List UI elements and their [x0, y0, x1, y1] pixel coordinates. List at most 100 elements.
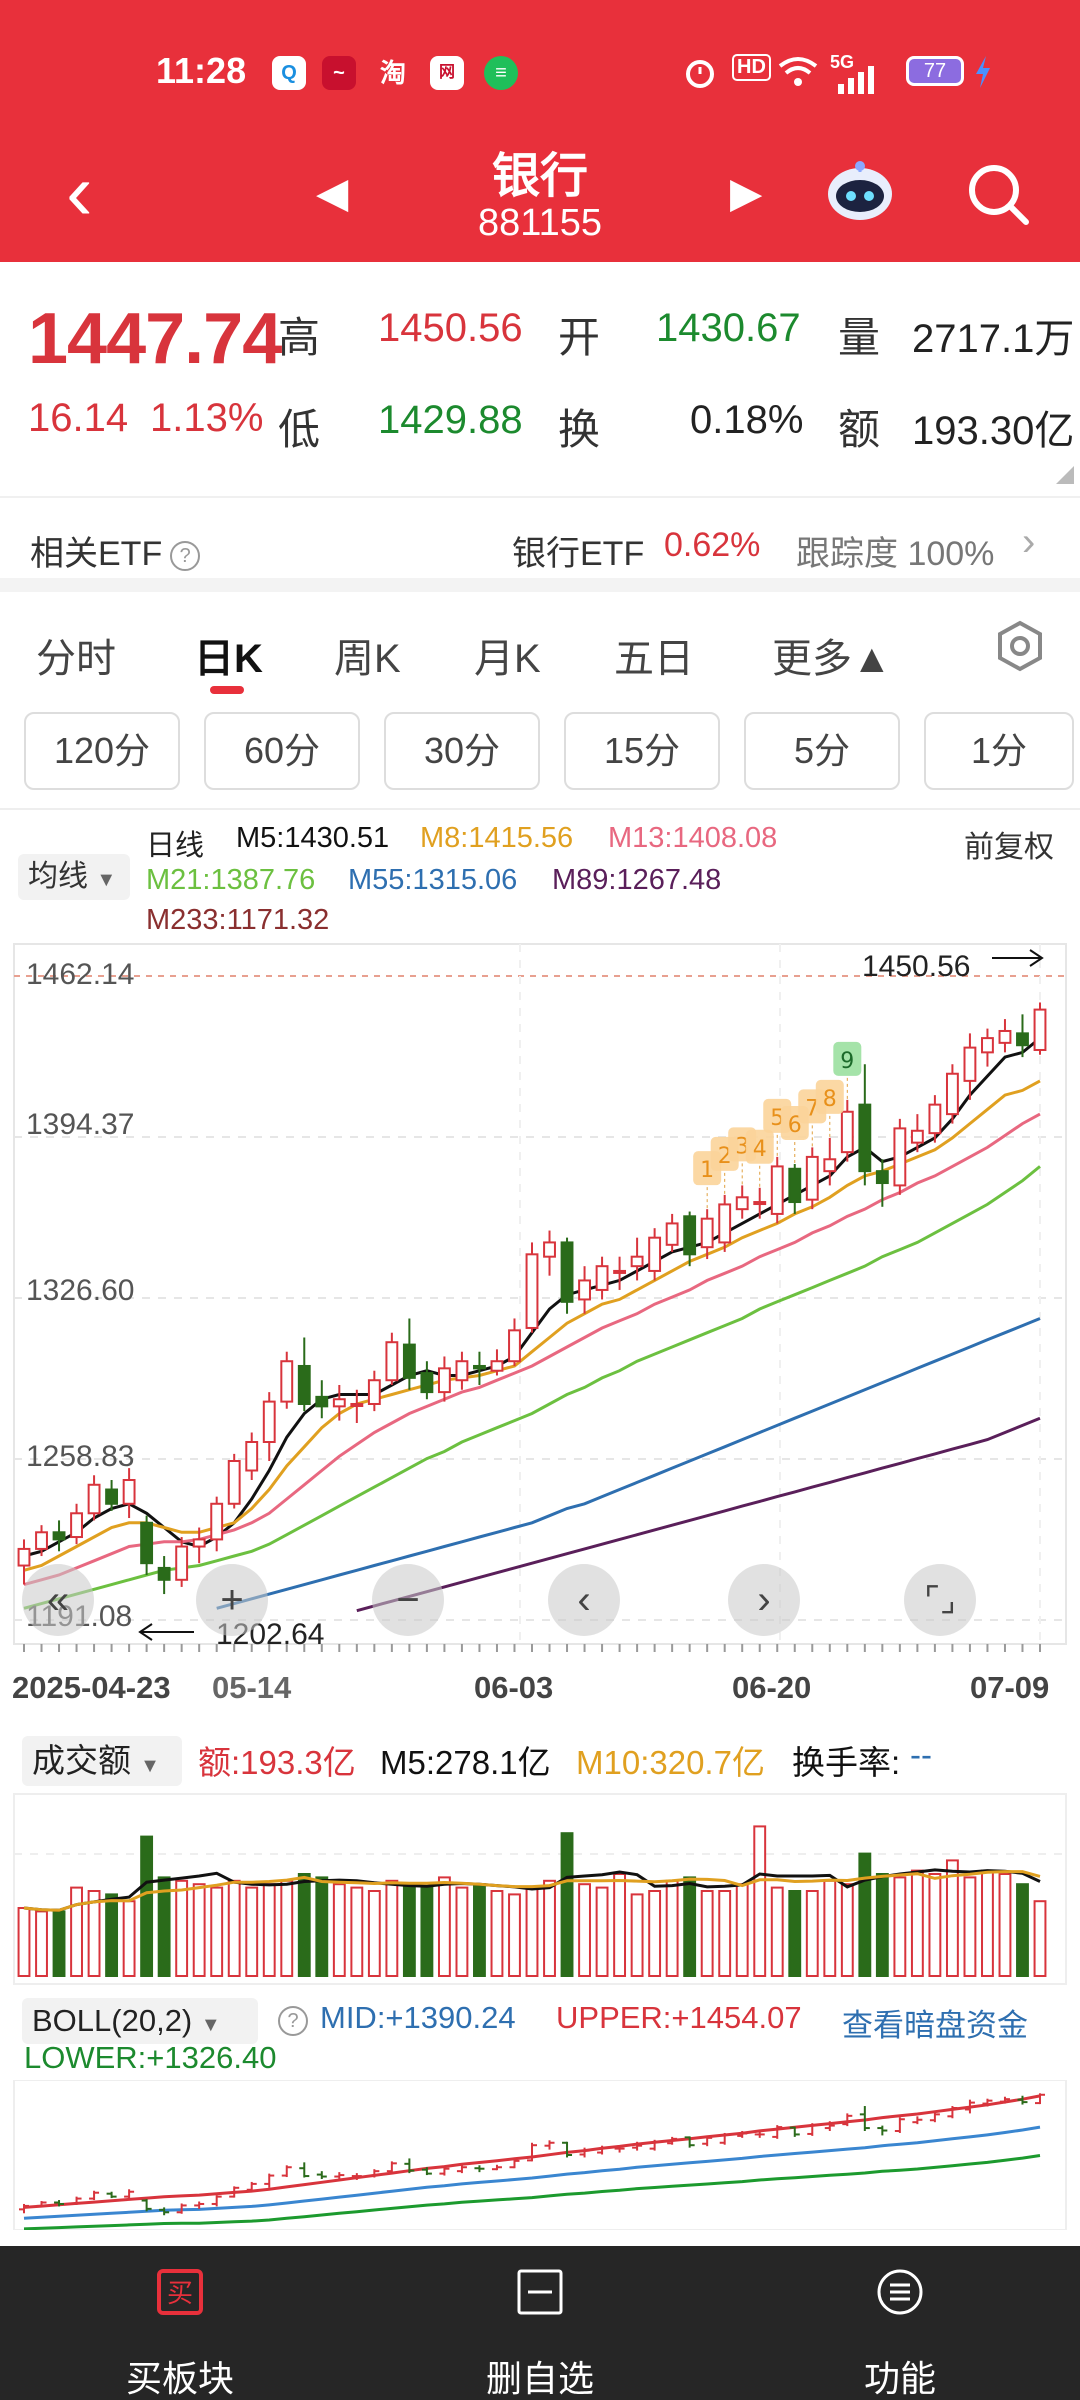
- subtab-1min[interactable]: 1分: [924, 712, 1074, 790]
- volume-bar: [385, 1879, 399, 1977]
- candle-body: [52, 1531, 66, 1541]
- buy-sector-button[interactable]: 买 买板块: [0, 2246, 360, 2400]
- subtab-30min[interactable]: 30分: [384, 712, 540, 790]
- volume-indicator-selector[interactable]: 成交额 ▼: [22, 1736, 182, 1786]
- prev-sector-button[interactable]: ◀: [316, 169, 349, 216]
- tab-more[interactable]: 更多▲: [772, 637, 892, 681]
- subtab-5min[interactable]: 5分: [744, 712, 900, 790]
- y-tick-label: 1394.37: [26, 1108, 135, 1141]
- functions-button[interactable]: 功能: [720, 2246, 1080, 2400]
- volume-bar: [893, 1876, 907, 1977]
- volume-m10: M10:320.7亿: [576, 1744, 765, 1781]
- dark-pool-link[interactable]: 查看暗盘资金: [842, 2008, 1028, 2043]
- boll-chart[interactable]: [0, 2080, 1080, 2230]
- volume-bar: [227, 1879, 241, 1977]
- help-icon[interactable]: ?: [278, 2006, 308, 2036]
- candle-body: [665, 1222, 679, 1246]
- subtab-120min[interactable]: 120分: [24, 712, 180, 790]
- y-tick-label: 1258.83: [26, 1440, 135, 1473]
- ma-m21: M21:1387.76: [146, 864, 316, 896]
- candlestick-chart[interactable]: 12 3 45 67 89: [0, 940, 1080, 1660]
- ma-selector[interactable]: 均线 ▼: [18, 854, 130, 900]
- subtab-15min[interactable]: 15分: [564, 712, 720, 790]
- status-time: 11:28: [156, 50, 247, 91]
- y-tick-label: 1326.60: [26, 1274, 135, 1307]
- battery-icon: 77: [906, 56, 964, 86]
- sector-code: 881155: [478, 202, 602, 244]
- scroll-right-button[interactable]: ›: [728, 1564, 800, 1636]
- candle-body: [245, 1441, 259, 1472]
- candle-body: [1016, 1032, 1029, 1047]
- zoom-in-button[interactable]: +: [196, 1564, 268, 1636]
- volume-bar: [910, 1869, 924, 1977]
- minute-subtabs: 120分 60分 30分 15分 5分 1分: [0, 712, 1080, 792]
- td-count-label: 7: [805, 1096, 819, 1121]
- volume-bar: [963, 1876, 977, 1977]
- ma-m13: M13:1408.08: [608, 822, 778, 854]
- high-label: 高: [278, 314, 321, 361]
- tab-weekly-k[interactable]: 周K: [334, 637, 401, 681]
- x-tick-label: 06-20: [732, 1670, 812, 1705]
- candle-body: [262, 1400, 276, 1444]
- tab-monthly-k[interactable]: 月K: [474, 637, 541, 681]
- volume-bar: [350, 1886, 364, 1977]
- tab-intraday[interactable]: 分时: [36, 637, 116, 681]
- candle-body: [1033, 1008, 1047, 1051]
- volume-bar: [210, 1886, 224, 1977]
- boll-selector[interactable]: BOLL(20,2) ▼: [22, 1998, 258, 2044]
- candle-body: [560, 1241, 574, 1303]
- volume-bar: [87, 1890, 101, 1977]
- fullscreen-button[interactable]: ⌜⌟: [904, 1564, 976, 1636]
- candle-body: [858, 1103, 872, 1173]
- tab-five-day[interactable]: 五日: [614, 637, 694, 681]
- subtab-60min[interactable]: 60分: [204, 712, 360, 790]
- volume-bar: [805, 1890, 819, 1977]
- zoom-out-button[interactable]: −: [372, 1564, 444, 1636]
- next-sector-button[interactable]: ▶: [730, 169, 763, 216]
- expand-corner-icon[interactable]: [1056, 466, 1074, 484]
- price-change: 16.14: [28, 396, 129, 440]
- turnover-rate-label: 换手率:: [792, 1744, 901, 1781]
- td-count-badge: [833, 1041, 862, 1076]
- etf-tracking: 跟踪度 100%: [796, 535, 995, 573]
- tab-daily-k[interactable]: 日K: [194, 637, 263, 681]
- ma-m233: M233:1171.32: [146, 904, 330, 936]
- help-icon[interactable]: ?: [170, 541, 201, 572]
- volume-bar: [420, 1886, 434, 1977]
- settings-hex-icon[interactable]: [994, 620, 1046, 672]
- ma-line-m13: [23, 1112, 1041, 1587]
- volume-bar: [718, 1890, 732, 1977]
- td-count-label: 8: [823, 1087, 837, 1112]
- volume-bar: [823, 1879, 837, 1977]
- scroll-left-fast-button[interactable]: «: [22, 1564, 94, 1636]
- volume-bar: [367, 1890, 381, 1977]
- scroll-left-button[interactable]: ‹: [548, 1564, 620, 1636]
- candle-body: [718, 1203, 732, 1244]
- charging-icon: [976, 56, 990, 88]
- volume-bar: [192, 1883, 206, 1977]
- volume-bar: [928, 1873, 942, 1977]
- back-button[interactable]: ‹: [66, 147, 93, 236]
- wechat-icon: ≡: [484, 56, 518, 90]
- volume-chart[interactable]: [0, 1790, 1080, 1990]
- search-icon[interactable]: [964, 160, 1032, 228]
- remove-watchlist-button[interactable]: 删自选: [360, 2246, 720, 2400]
- candle-body: [210, 1502, 224, 1541]
- volume-bar: [245, 1886, 259, 1977]
- related-etf-row[interactable]: 相关ETF? 银行ETF 0.62% 跟踪度 100% ›: [0, 496, 1080, 592]
- candle-body: [315, 1395, 329, 1408]
- volume-bar: [17, 1907, 31, 1977]
- candle-body: [70, 1512, 83, 1539]
- volume-bar: [875, 1873, 889, 1977]
- robot-assistant-icon[interactable]: [824, 160, 896, 224]
- volume-bar: [35, 1910, 48, 1977]
- last-price: 1447.74: [28, 299, 282, 379]
- candle-body: [157, 1566, 171, 1581]
- candle-body: [350, 1402, 364, 1407]
- volume-bar: [437, 1876, 451, 1977]
- candle-body: [945, 1072, 959, 1116]
- td-count-label: 3: [735, 1134, 749, 1159]
- candle-body: [122, 1479, 136, 1505]
- candle-body: [578, 1279, 591, 1301]
- adjust-mode[interactable]: 前复权: [964, 831, 1054, 864]
